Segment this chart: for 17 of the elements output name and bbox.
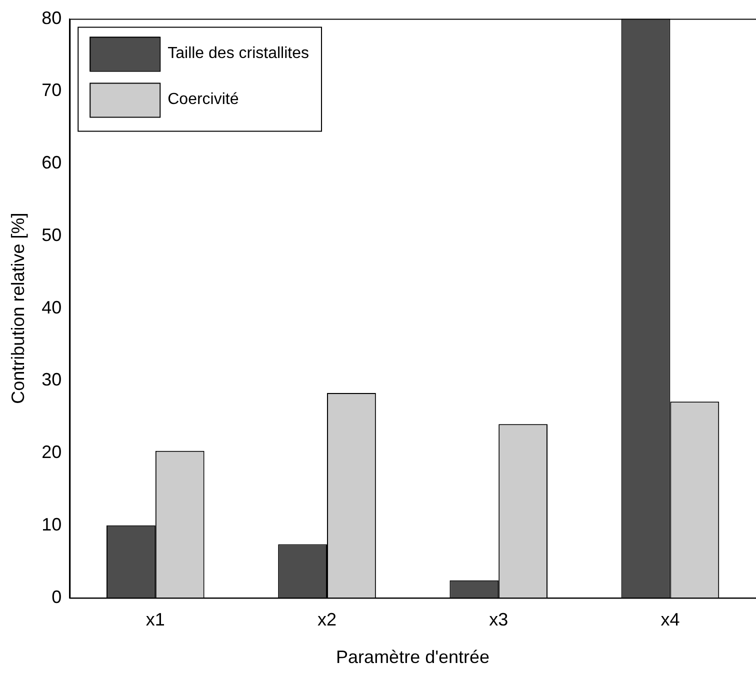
y-tick-label: 20 xyxy=(42,442,62,462)
y-tick-label: 30 xyxy=(42,370,62,390)
y-tick-label: 80 xyxy=(42,8,62,28)
y-tick-label: 60 xyxy=(42,152,62,173)
y-axis-title: Contribution relative [%] xyxy=(8,212,28,404)
y-tick-label: 10 xyxy=(42,514,62,534)
y-tick-label: 70 xyxy=(42,80,62,100)
y-tick-label: 0 xyxy=(52,586,62,607)
x-tick-label: x1 xyxy=(146,610,165,630)
legend-label: Taille des cristallites xyxy=(168,45,310,62)
x-tick-label: x2 xyxy=(318,610,337,630)
y-tick-label: 50 xyxy=(42,224,62,245)
x-tick-label: x4 xyxy=(660,610,680,630)
x-tick-label: x3 xyxy=(489,610,508,630)
y-tick-label: 40 xyxy=(42,297,62,318)
x-axis-title: Paramètre d'entrée xyxy=(336,647,490,668)
legend-label: Coercivité xyxy=(168,91,239,108)
